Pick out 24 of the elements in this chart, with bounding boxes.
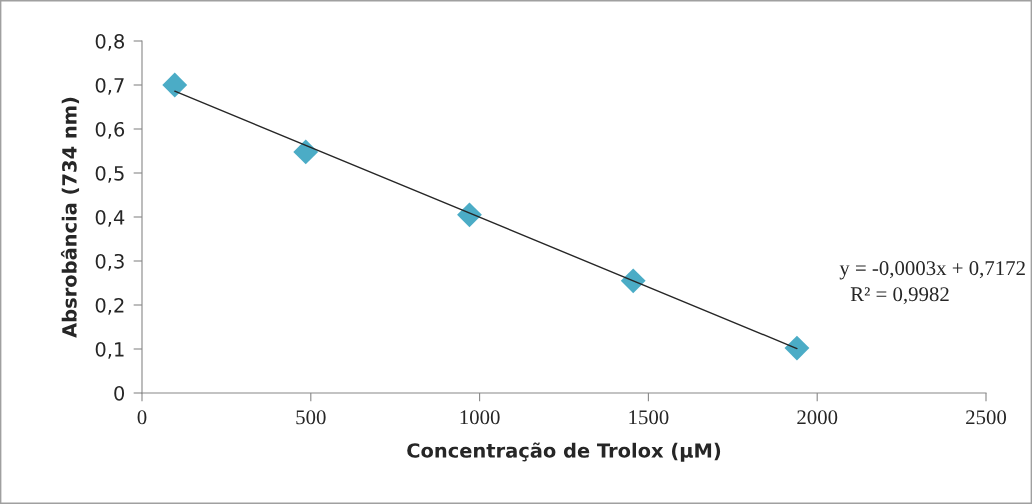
x-axis-title: Concentração de Trolox (µM) (407, 442, 721, 462)
y-tick-label: 0,7 (95, 77, 124, 95)
x-tick-label: 1000 (460, 410, 500, 425)
y-tick-label: 0,4 (95, 209, 125, 227)
point (293, 139, 319, 165)
y-tick-label: 0 (114, 385, 125, 401)
point (784, 335, 810, 361)
x-tick-label: 2500 (966, 410, 1007, 425)
x-tick-label: 500 (296, 410, 326, 425)
y-axis-title: Absrobância (734 nm) (60, 97, 80, 338)
y-tick-label: 0,1 (95, 341, 124, 359)
annotation: y = -0,0003x + 0,7172 (839, 261, 1025, 280)
y-tick-label: 0,5 (95, 165, 124, 183)
y-tick-label: 0,3 (95, 253, 124, 271)
annotation: R² = 0,9982 (850, 287, 949, 305)
point (162, 72, 188, 98)
y-tick-label: 0,2 (95, 297, 124, 315)
point (620, 268, 646, 294)
x-tick-label: 0 (137, 410, 147, 425)
point (457, 202, 482, 228)
x-tick-label: 2000 (797, 410, 838, 425)
y-tick-label: 0,8 (95, 33, 124, 51)
x-tick-label: 1500 (629, 410, 669, 425)
y-tick-label: 0,6 (95, 121, 125, 139)
